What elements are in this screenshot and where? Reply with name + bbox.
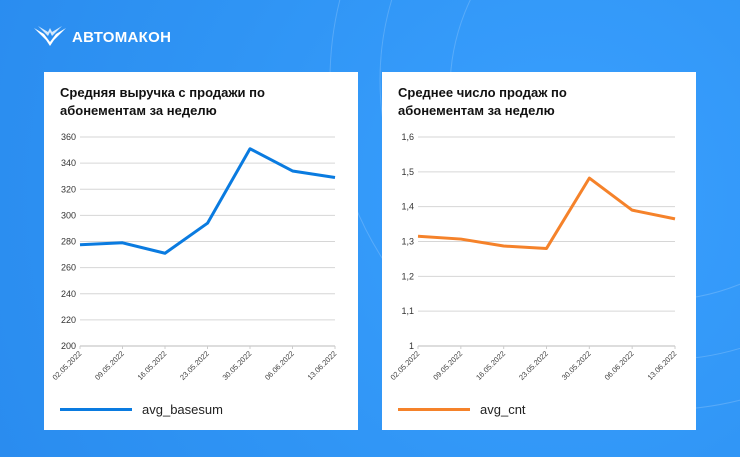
series-line-avg_cnt [417,176,676,250]
brand-name: АВТОМАКОН [72,28,172,46]
y-tick-label: 1,4 [401,202,414,212]
x-tick-label: 09.05.2022 [431,349,464,382]
x-tick-label: 13.06.2022 [646,349,679,382]
x-tick-label: 30.05.2022 [560,349,593,382]
x-tick-label: 30.05.2022 [221,349,254,382]
y-tick-label: 300 [61,210,76,220]
y-tick-label: 1 [409,341,414,351]
x-tick-label: 06.06.2022 [603,349,636,382]
legend-swatch [398,408,470,411]
chart-legend: avg_cnt [398,402,526,417]
y-tick-label: 220 [61,315,76,325]
y-tick-label: 280 [61,237,76,247]
x-tick-label: 23.05.2022 [517,349,550,382]
x-tick-label: 02.05.2022 [389,349,422,382]
y-tick-label: 340 [61,158,76,168]
wings-icon [34,26,66,46]
chart-title: Средняя выручка с продажи по абонементам… [60,85,265,118]
y-tick-label: 1,3 [401,237,414,247]
legend-label: avg_basesum [142,402,223,417]
x-tick-label: 02.05.2022 [51,349,84,382]
y-tick-label: 320 [61,184,76,194]
x-tick-label: 23.05.2022 [178,349,211,382]
y-tick-label: 200 [61,341,76,351]
count-chart: 1 1,1 1,2 1,3 1,4 1,5 1,6 02.05.2022 09.05.2022 1… [389,132,679,382]
revenue-chart: 200 220 240 260 280 300 320 340 360 02.05.2022 09.… [51,132,339,382]
chart-card-revenue: Средняя выручка с продажи по абонементам… [44,72,358,430]
x-tick-label: 09.05.2022 [93,349,126,382]
y-tick-label: 240 [61,289,76,299]
legend-swatch [60,408,132,411]
x-tick-label: 16.05.2022 [474,349,507,382]
y-tick-label: 1,2 [401,271,414,281]
y-tick-label: 360 [61,132,76,142]
x-tick-label: 13.06.2022 [306,349,339,382]
chart-legend: avg_basesum [60,402,223,417]
x-tick-label: 16.05.2022 [136,349,169,382]
brand-logo: АВТОМАКОН [32,24,171,50]
y-tick-label: 1,5 [401,167,414,177]
chart-title: Среднее число продаж по абонементам за н… [398,85,567,118]
chart-card-count: Среднее число продаж по абонементам за н… [382,72,696,430]
x-tick-label: 06.06.2022 [263,349,296,382]
series-line-avg_basesum [79,147,336,255]
legend-label: avg_cnt [480,402,526,417]
y-tick-label: 260 [61,263,76,273]
y-tick-label: 1,6 [401,132,414,142]
y-tick-label: 1,1 [401,306,414,316]
